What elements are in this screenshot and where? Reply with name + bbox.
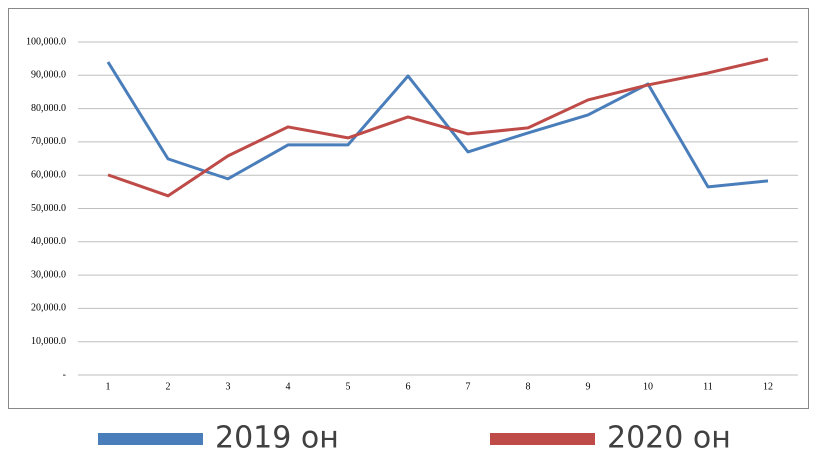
y-tick-label: 70,000.0 <box>31 136 66 147</box>
y-tick-label: 50,000.0 <box>31 203 66 214</box>
x-tick-label: 11 <box>703 381 713 392</box>
y-tick-label: 90,000.0 <box>31 70 66 81</box>
x-tick-label: 3 <box>226 381 231 392</box>
legend-label: 2019 он <box>215 421 339 454</box>
legend-label: 2020 он <box>607 421 731 454</box>
x-tick-label: 9 <box>586 381 591 392</box>
y-tick-label: - <box>63 369 66 380</box>
y-tick-label: 100,000.0 <box>26 36 66 47</box>
series-line <box>106 61 769 189</box>
x-tick-label: 6 <box>406 381 411 392</box>
y-tick-label: 80,000.0 <box>31 103 66 114</box>
series-line <box>107 57 769 198</box>
x-tick-label: 7 <box>466 381 471 392</box>
x-tick-label: 12 <box>763 381 773 392</box>
y-tick-label: 60,000.0 <box>31 169 66 180</box>
x-tick-label: 1 <box>106 381 111 392</box>
y-tick-label: 10,000.0 <box>31 336 66 347</box>
y-tick-label: 20,000.0 <box>31 303 66 314</box>
legend-swatch <box>490 433 595 445</box>
x-tick-label: 4 <box>286 381 291 392</box>
y-tick-label: 40,000.0 <box>31 236 66 247</box>
x-tick-label: 2 <box>166 381 171 392</box>
x-tick-label: 8 <box>526 381 531 392</box>
legend-swatch <box>98 433 203 445</box>
y-tick-label: 30,000.0 <box>31 269 66 280</box>
x-tick-label: 5 <box>346 381 351 392</box>
x-tick-label: 10 <box>643 381 653 392</box>
